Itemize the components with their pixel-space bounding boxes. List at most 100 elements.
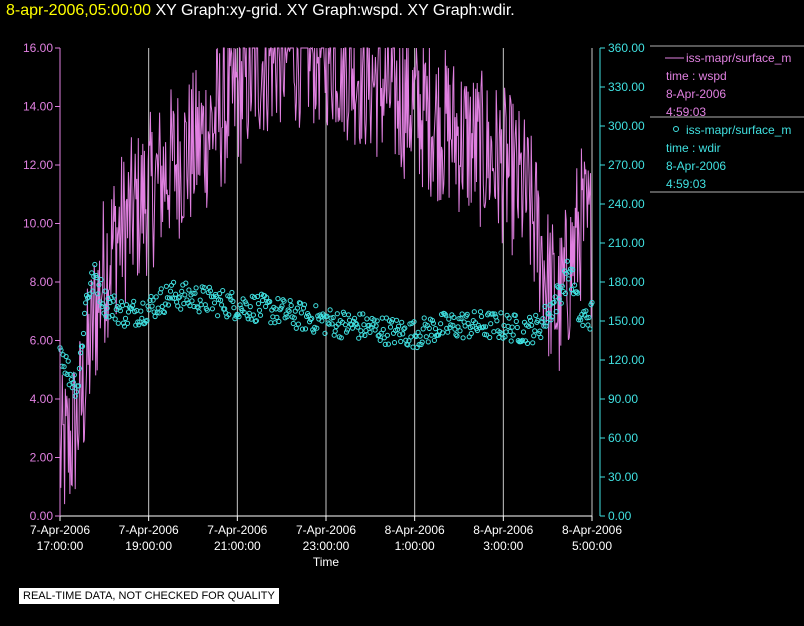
wdir-point — [326, 321, 332, 327]
wdir-point — [176, 295, 182, 301]
wdir-point — [109, 312, 115, 319]
wdir-point — [568, 286, 575, 292]
wdir-point — [358, 328, 364, 334]
wdir-point — [559, 283, 565, 289]
wdir-point — [159, 303, 165, 310]
x-tick-date-2: 7-Apr-2006 — [207, 523, 267, 537]
wdir-point — [99, 304, 105, 310]
grid-layer — [59, 48, 593, 516]
y-left-tick-label-3: 6.00 — [30, 334, 54, 348]
wdir-point — [245, 316, 251, 322]
wdir-point — [158, 286, 164, 292]
wdir-point — [524, 340, 531, 346]
quality-notice: REAL-TIME DATA, NOT CHECKED FOR QUALITY — [19, 588, 279, 604]
wdir-point — [374, 318, 380, 324]
wdir-point — [76, 365, 83, 372]
wdir-point — [82, 310, 88, 316]
wdir-point — [110, 298, 116, 304]
legend-wspd-line-3: 4:59:03 — [666, 105, 706, 119]
wdir-point — [192, 290, 198, 296]
wdir-point — [92, 261, 98, 268]
wdir-point — [451, 314, 457, 320]
wdir-point — [102, 288, 108, 294]
y-left-tick-label-5: 10.00 — [23, 217, 53, 231]
wdir-point — [468, 330, 474, 337]
wdir-point — [484, 332, 490, 338]
x-tick-date-4: 8-Apr-2006 — [385, 523, 445, 537]
wdir-point — [87, 291, 93, 297]
wdir-point — [513, 318, 519, 324]
wdir-point — [379, 315, 385, 321]
wdir-point — [70, 379, 76, 385]
wdir-point — [519, 337, 526, 343]
wdir-point — [290, 320, 296, 327]
wdir-point — [298, 310, 304, 316]
wdir-point — [508, 338, 514, 344]
wdir-point — [574, 289, 580, 295]
wdir-point — [479, 325, 486, 331]
wdir-point — [201, 285, 207, 291]
wdir-point — [251, 294, 257, 300]
wdir-point — [80, 330, 87, 337]
wdir-point — [399, 319, 405, 325]
wdir-point — [526, 323, 532, 329]
wdir-point — [247, 304, 253, 310]
wdir-point — [536, 330, 542, 337]
wdir-point — [391, 340, 398, 346]
y-right-tick-label-0: 0.00 — [608, 509, 632, 523]
wdir-point — [514, 324, 520, 331]
wdir-point — [209, 306, 215, 312]
wdir-point — [65, 358, 71, 364]
wdir-point — [387, 324, 394, 330]
wdir-point — [370, 322, 376, 328]
wdir-point — [469, 323, 475, 330]
y-right-tick-label-8: 240.00 — [608, 197, 645, 211]
axes-layer: 7-Apr-2006 17:00:00 7-Apr-2006 19:00:00 7-Ap… — [23, 41, 645, 569]
wdir-point — [587, 326, 593, 332]
wdir-point — [311, 329, 317, 335]
wdir-point — [260, 297, 266, 304]
wdir-point — [502, 334, 508, 340]
wdir-point — [342, 322, 348, 328]
legend-wdir-swatch — [673, 126, 679, 132]
wdir-point — [236, 314, 242, 320]
wdir-point — [95, 291, 101, 297]
wdir-point — [487, 334, 493, 341]
y-right-tick-label-4: 120.00 — [608, 353, 645, 367]
wdir-point — [373, 323, 379, 329]
wdir-point — [334, 311, 340, 317]
wdir-point — [229, 289, 235, 296]
wdir-point — [173, 291, 179, 297]
wdir-point — [283, 311, 289, 317]
wdir-point — [471, 309, 477, 315]
wdir-point — [196, 309, 202, 315]
wdir-point — [167, 288, 174, 294]
header: 8-apr-2006,05:00:00 XY Graph:xy-grid. XY… — [6, 2, 515, 20]
wdir-point — [356, 335, 362, 341]
wdir-point — [306, 313, 312, 319]
wdir-point — [140, 300, 146, 306]
legend-wspd-line-0: iss-mapr/surface_m — [686, 51, 791, 65]
wdir-point — [179, 288, 185, 294]
wdir-point — [207, 288, 213, 294]
wdir-point — [215, 313, 221, 319]
x-tick-date-0: 7-Apr-2006 — [30, 523, 90, 537]
wdir-point — [371, 317, 377, 323]
wdir-point — [302, 326, 309, 332]
wdir-series — [57, 258, 595, 399]
wdir-point — [570, 267, 576, 273]
wdir-point — [314, 325, 320, 331]
wdir-point — [105, 296, 111, 302]
wdir-point — [243, 301, 249, 307]
wdir-point — [412, 333, 418, 339]
wdir-point — [211, 300, 218, 306]
wdir-point — [448, 322, 454, 328]
x-tick-date-6: 8-Apr-2006 — [562, 523, 622, 537]
wdir-point — [416, 342, 422, 348]
wdir-point — [460, 335, 466, 341]
wdir-point — [73, 389, 80, 395]
x-tick-time-6: 5:00:00 — [572, 539, 612, 553]
wdir-point — [450, 322, 456, 328]
wdir-point — [542, 303, 548, 310]
